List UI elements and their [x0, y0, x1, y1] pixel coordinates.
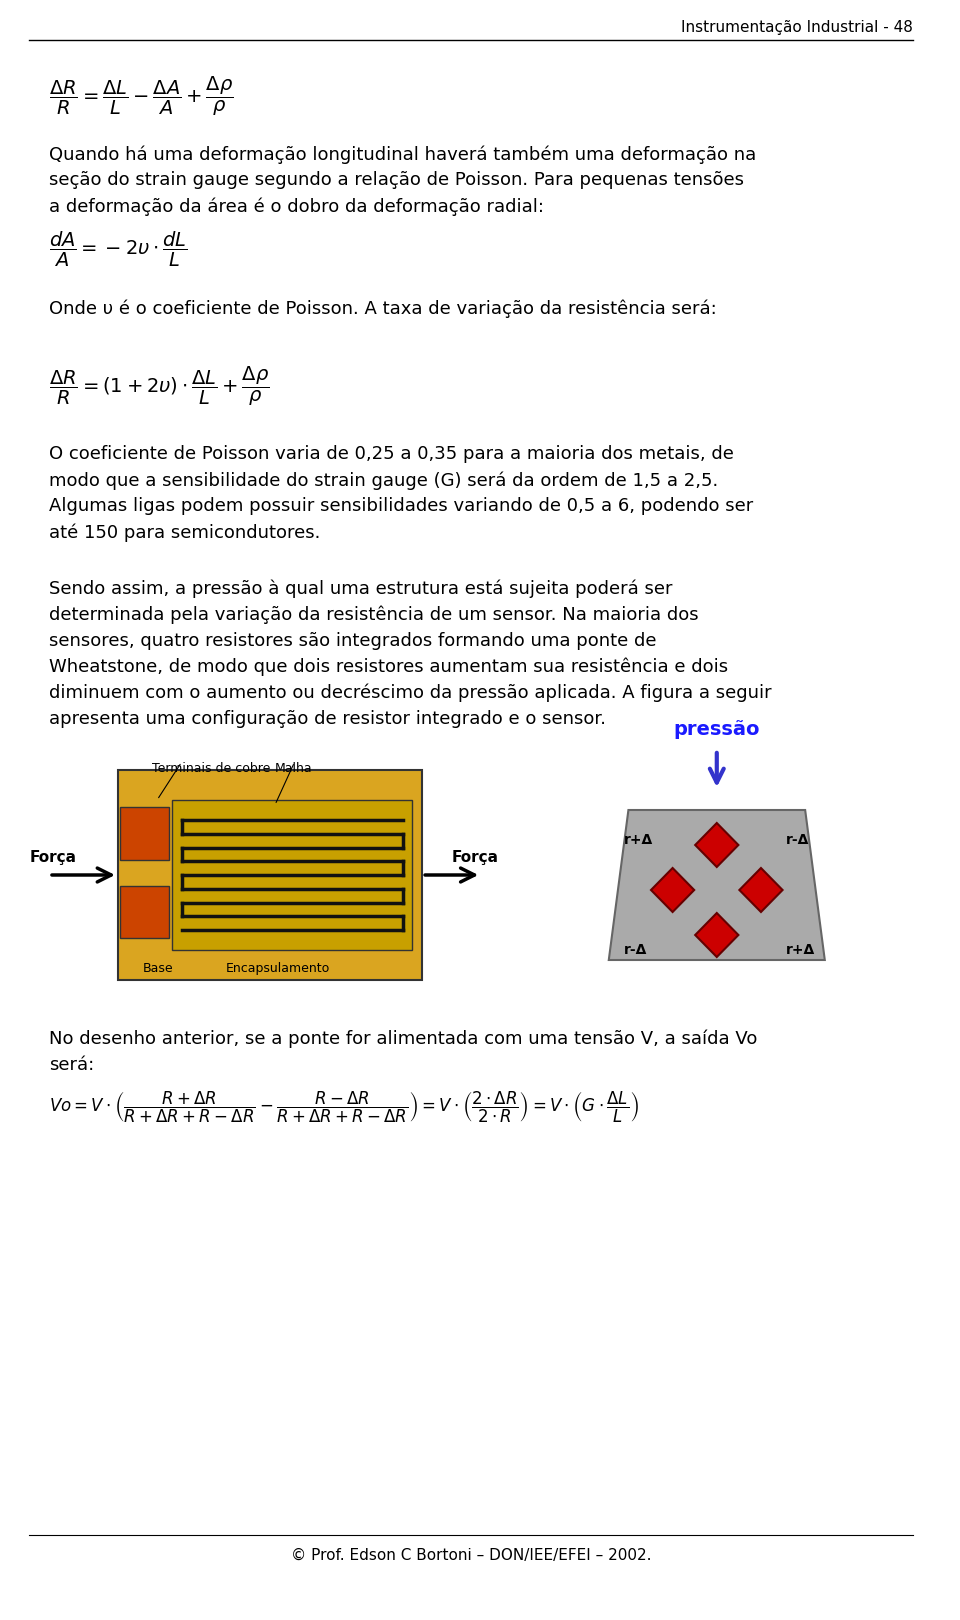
Text: Onde υ é o coeficiente de Poisson. A taxa de variação da resistência será:: Onde υ é o coeficiente de Poisson. A tax… — [49, 300, 717, 319]
Text: Força: Força — [451, 850, 498, 865]
Text: O coeficiente de Poisson varia de 0,25 a 0,35 para a maioria dos metais, de: O coeficiente de Poisson varia de 0,25 a… — [49, 446, 734, 463]
Text: será:: será: — [49, 1056, 94, 1074]
FancyBboxPatch shape — [172, 800, 413, 949]
Text: r-Δ: r-Δ — [785, 833, 809, 847]
Text: © Prof. Edson C Bortoni – DON/IEE/EFEI – 2002.: © Prof. Edson C Bortoni – DON/IEE/EFEI –… — [291, 1549, 652, 1563]
Text: r+Δ: r+Δ — [785, 943, 815, 957]
Text: até 150 para semicondutores.: até 150 para semicondutores. — [49, 523, 321, 541]
Text: diminuem com o aumento ou decréscimo da pressão aplicada. A figura a seguir: diminuem com o aumento ou decréscimo da … — [49, 684, 772, 703]
Text: Base: Base — [142, 962, 173, 975]
Text: $Vo = V \cdot \left( \dfrac{R+\Delta R}{R+\Delta R+R-\Delta R} - \dfrac{R-\Delta: $Vo = V \cdot \left( \dfrac{R+\Delta R}{… — [49, 1090, 639, 1126]
Text: pressão: pressão — [674, 719, 760, 739]
Polygon shape — [695, 823, 738, 867]
Polygon shape — [609, 810, 825, 961]
Text: $\dfrac{\Delta R}{R} = \dfrac{\Delta L}{L} - \dfrac{\Delta A}{A} + \dfrac{\Delta: $\dfrac{\Delta R}{R} = \dfrac{\Delta L}{… — [49, 75, 233, 118]
Text: r-Δ: r-Δ — [623, 943, 647, 957]
Text: sensores, quatro resistores são integrados formando uma ponte de: sensores, quatro resistores são integrad… — [49, 632, 657, 650]
Text: $\dfrac{dA}{A} = -2\upsilon \cdot \dfrac{dL}{L}$: $\dfrac{dA}{A} = -2\upsilon \cdot \dfrac… — [49, 230, 188, 269]
Text: Força: Força — [30, 850, 77, 865]
Text: No desenho anterior, se a ponte for alimentada com uma tensão V, a saída Vo: No desenho anterior, se a ponte for alim… — [49, 1030, 757, 1048]
Polygon shape — [651, 868, 694, 912]
Text: Malha: Malha — [275, 761, 313, 774]
Text: Instrumentação Industrial - 48: Instrumentação Industrial - 48 — [682, 19, 913, 36]
Text: seção do strain gauge segundo a relação de Poisson. Para pequenas tensões: seção do strain gauge segundo a relação … — [49, 172, 744, 190]
Text: modo que a sensibilidade do strain gauge (G) será da ordem de 1,5 a 2,5.: modo que a sensibilidade do strain gauge… — [49, 471, 718, 489]
Text: Quando há uma deformação longitudinal haverá também uma deformação na: Quando há uma deformação longitudinal ha… — [49, 146, 756, 164]
Text: r+Δ: r+Δ — [623, 833, 653, 847]
Text: $\dfrac{\Delta R}{R} = (1+2\upsilon) \cdot \dfrac{\Delta L}{L} + \dfrac{\Delta\r: $\dfrac{\Delta R}{R} = (1+2\upsilon) \cd… — [49, 364, 270, 408]
Text: a deformação da área é o dobro da deformação radial:: a deformação da área é o dobro da deform… — [49, 198, 544, 215]
Text: Sendo assim, a pressão à qual uma estrutura está sujeita poderá ser: Sendo assim, a pressão à qual uma estrut… — [49, 580, 673, 598]
Text: Terminais de cobre: Terminais de cobre — [153, 761, 271, 774]
Polygon shape — [695, 914, 738, 957]
Polygon shape — [739, 868, 782, 912]
FancyBboxPatch shape — [118, 770, 422, 980]
FancyBboxPatch shape — [120, 807, 169, 860]
Text: Encapsulamento: Encapsulamento — [226, 962, 330, 975]
Text: Wheatstone, de modo que dois resistores aumentam sua resistência e dois: Wheatstone, de modo que dois resistores … — [49, 658, 729, 677]
Text: apresenta uma configuração de resistor integrado e o sensor.: apresenta uma configuração de resistor i… — [49, 710, 606, 727]
FancyBboxPatch shape — [120, 886, 169, 938]
Text: determinada pela variação da resistência de um sensor. Na maioria dos: determinada pela variação da resistência… — [49, 606, 699, 624]
Text: Algumas ligas podem possuir sensibilidades variando de 0,5 a 6, podendo ser: Algumas ligas podem possuir sensibilidad… — [49, 497, 754, 515]
